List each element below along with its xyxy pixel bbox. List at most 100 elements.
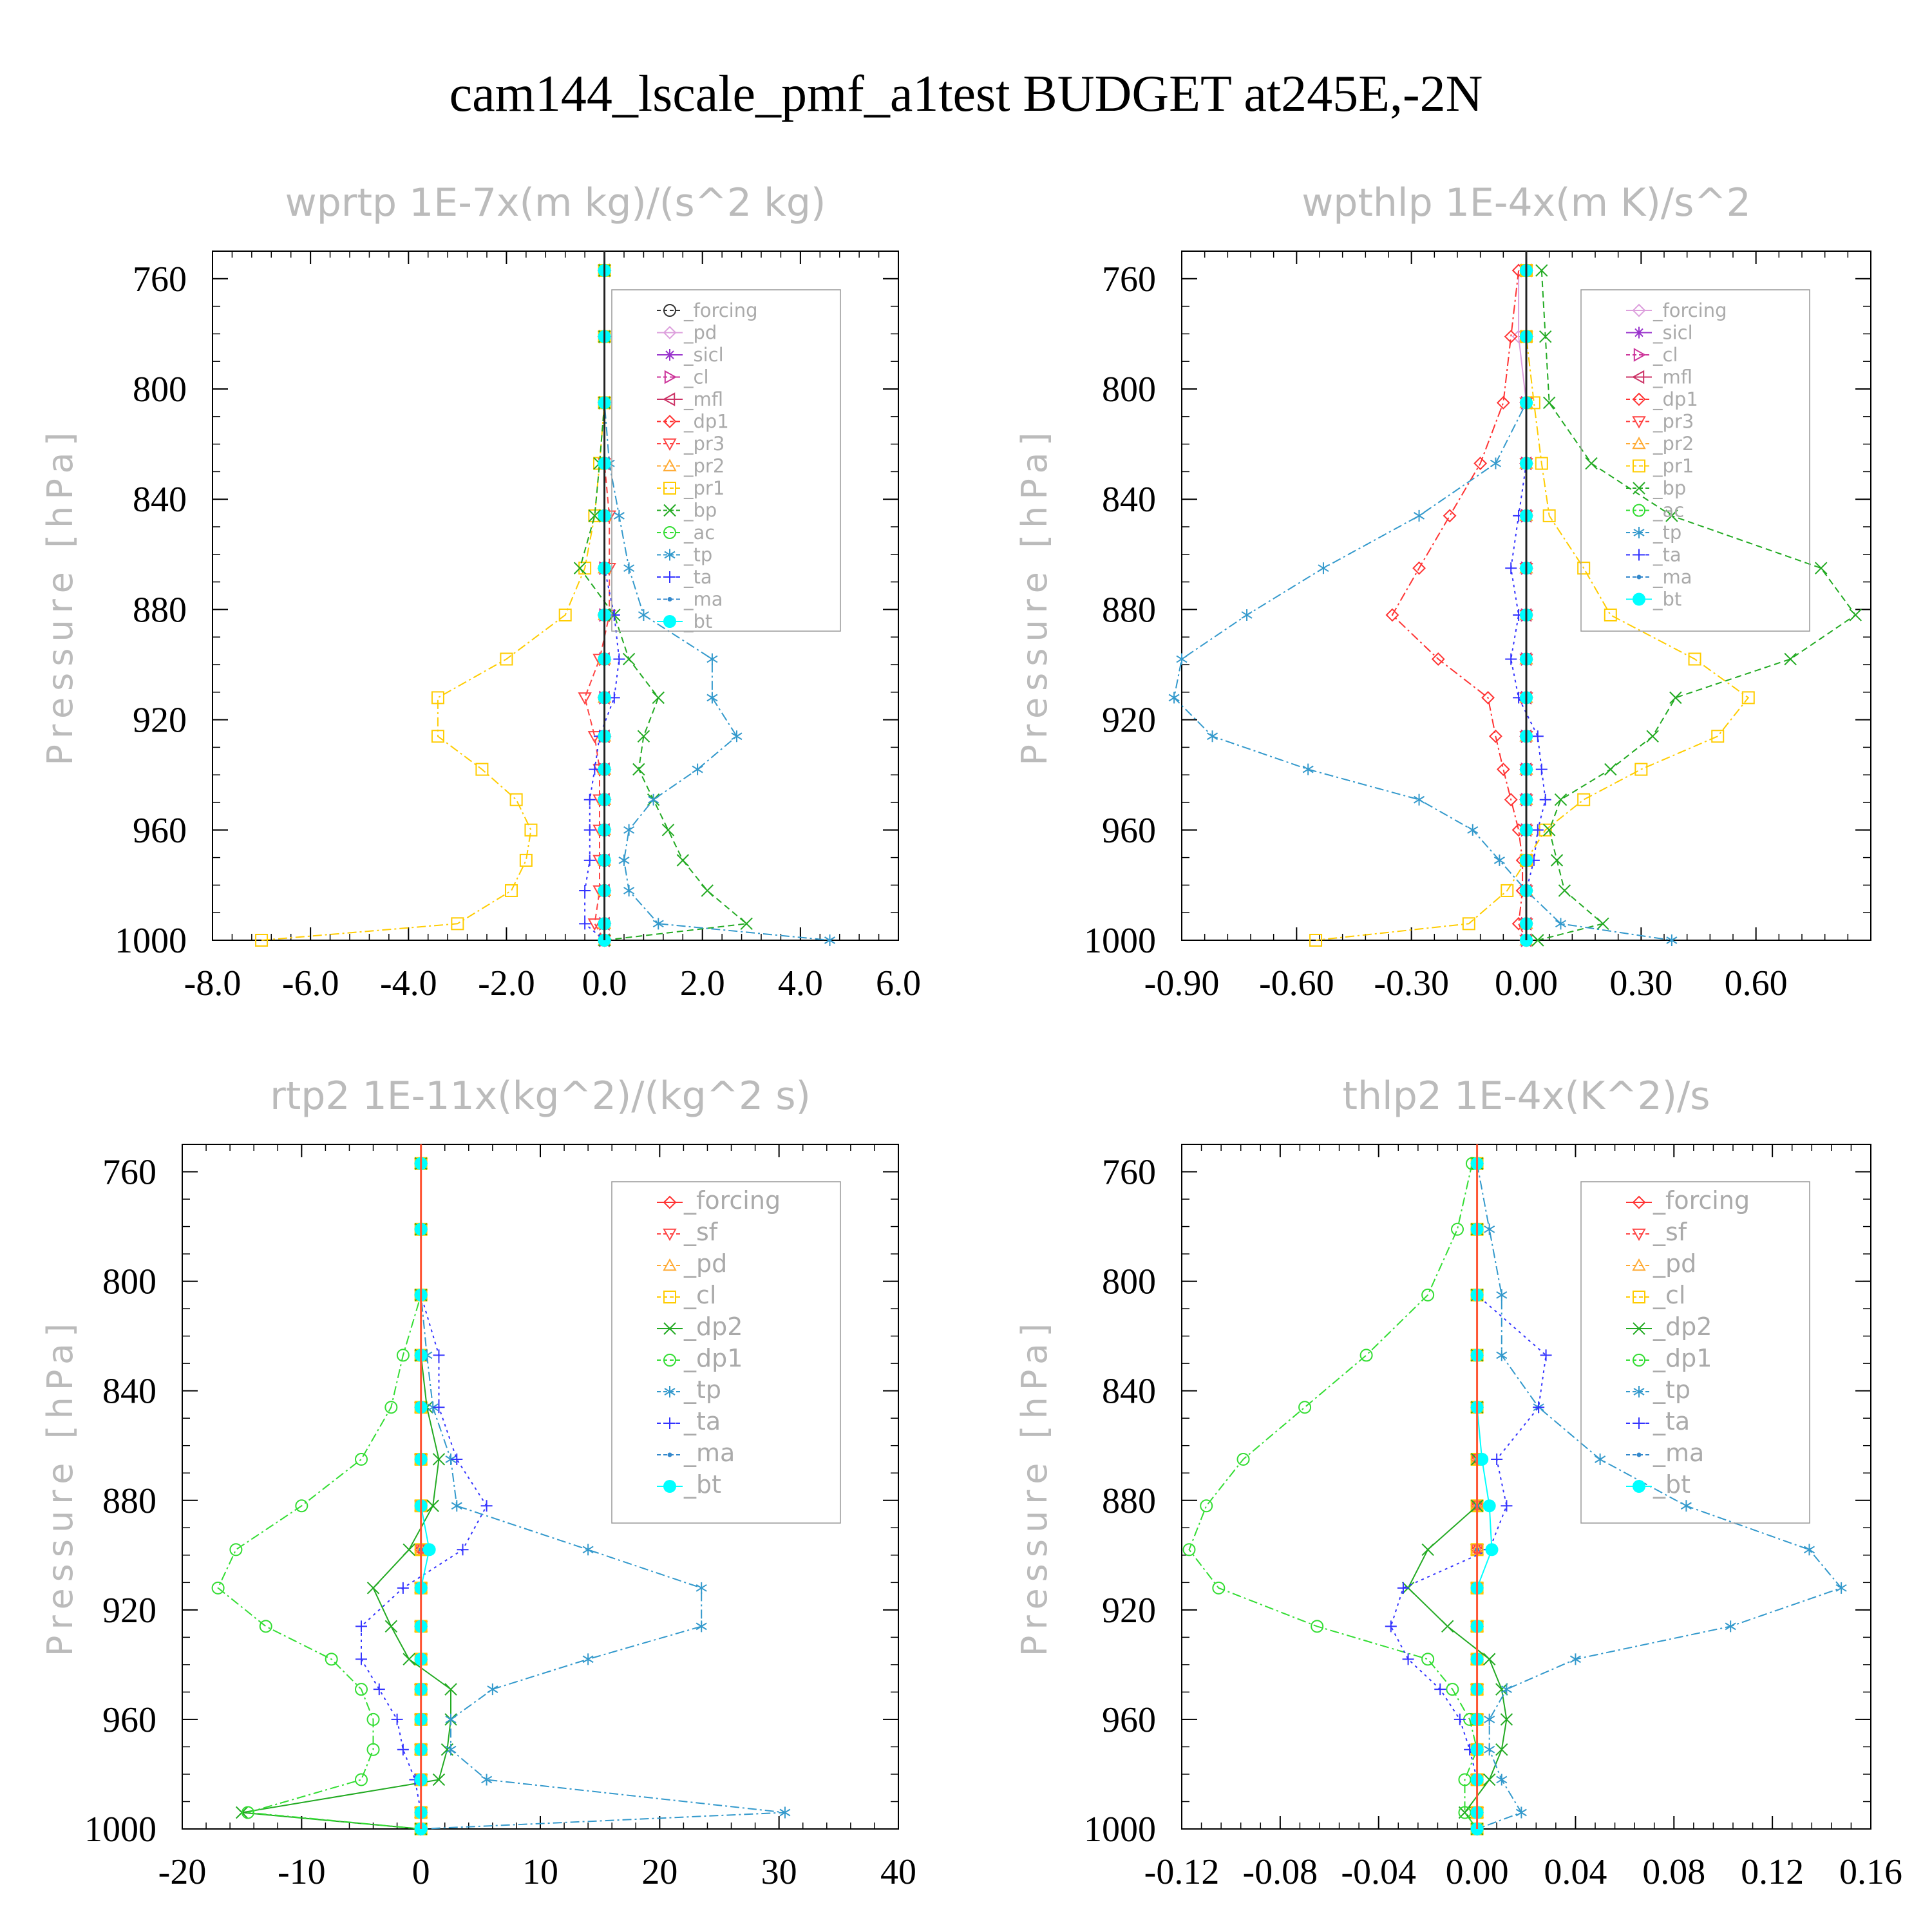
data-point <box>622 652 636 666</box>
legend-marker <box>663 304 676 317</box>
data-point <box>1318 562 1329 574</box>
x-tick-label: -0.08 <box>1243 1852 1318 1892</box>
legend-label: _dp1 <box>683 1344 743 1372</box>
data-point <box>1505 653 1517 665</box>
x-tick-label: 0.0 <box>582 963 627 1003</box>
y-tick-label: 760 <box>1102 1153 1156 1193</box>
legend-label: _ta <box>683 566 712 588</box>
y-tick-label: 840 <box>133 480 187 520</box>
data-point <box>445 1453 457 1465</box>
data-point <box>1385 608 1399 622</box>
legend-marker <box>1636 1452 1642 1457</box>
legend-marker <box>663 615 676 628</box>
data-point <box>1531 730 1544 743</box>
data-point <box>1539 793 1551 806</box>
data-point <box>706 692 718 704</box>
legend-box <box>611 289 841 632</box>
legend-marker <box>1633 1480 1645 1493</box>
data-point <box>824 934 836 946</box>
legend-marker <box>667 597 672 601</box>
legend-marker <box>1631 370 1645 384</box>
data-point <box>1540 1349 1552 1361</box>
series-line <box>1391 270 1527 941</box>
data-point <box>731 730 743 743</box>
legend-marker <box>663 1322 676 1335</box>
y-tick-label: 1000 <box>1084 1810 1156 1850</box>
data-point <box>1496 1289 1508 1301</box>
data-point <box>696 1620 707 1633</box>
data-point <box>740 917 753 931</box>
legend-label: _bt <box>683 611 712 632</box>
panels: wprtp 1E-7x(m kg)/(s^2 kg) Pressure [hPa]… <box>40 180 1902 1892</box>
data-point <box>638 609 649 621</box>
y-tick-label: 840 <box>1102 1372 1156 1412</box>
x-tick-label: -20 <box>158 1852 207 1892</box>
legend: _forcing _sf _pd _cl _dp2 _dp1 _tp _ta _ma _bt <box>611 1181 841 1524</box>
data-point <box>481 1774 493 1786</box>
data-point <box>1490 457 1501 469</box>
data-point <box>1596 917 1609 931</box>
data-point <box>578 692 592 705</box>
legend-label: _ma <box>683 589 723 611</box>
data-point <box>1412 561 1426 575</box>
data-point <box>1200 1499 1213 1513</box>
data-point <box>1496 762 1510 777</box>
data-point <box>579 884 591 896</box>
y-tick-label: 1000 <box>84 1810 156 1850</box>
legend-marker <box>663 459 677 471</box>
legend-marker <box>664 370 677 384</box>
legend-marker <box>1633 504 1645 517</box>
legend-marker <box>663 526 676 539</box>
data-point <box>1414 509 1425 522</box>
data-point <box>1168 692 1180 704</box>
legend-marker <box>1633 327 1645 339</box>
series-line <box>1188 1163 1478 1830</box>
data-point <box>241 1806 254 1819</box>
data-point <box>1711 730 1725 743</box>
data-point <box>1803 1544 1815 1556</box>
data-point <box>402 1653 415 1666</box>
data-point <box>1515 1806 1527 1819</box>
data-point <box>432 1773 446 1786</box>
legend-marker <box>1633 1417 1645 1429</box>
data-point <box>373 1683 385 1696</box>
data-point <box>632 762 645 776</box>
panel-3: rtp2 1E-11x(kg^2)/(kg^2 s) Pressure [hPa]… <box>40 1074 916 1892</box>
data-point <box>457 1544 469 1556</box>
series-dp1 <box>1385 263 1533 947</box>
data-point <box>583 824 596 836</box>
series-line <box>579 270 748 941</box>
data-point <box>451 1500 462 1512</box>
data-point <box>779 1806 791 1819</box>
data-point <box>1496 1774 1508 1786</box>
series-tp <box>415 1157 791 1835</box>
data-point <box>1569 1653 1581 1665</box>
y-axis-label: Pressure [hPa] <box>1014 426 1055 765</box>
data-point <box>1555 918 1567 930</box>
data-point <box>397 1582 409 1594</box>
series-pr1 <box>255 263 611 947</box>
x-tick-label: 4.0 <box>778 963 823 1003</box>
series-bt <box>1470 1157 1499 1835</box>
legend-marker <box>664 1417 676 1429</box>
data-point <box>1604 608 1617 621</box>
x-tick-label: 10 <box>522 1852 558 1892</box>
legend-marker <box>1632 303 1646 317</box>
series-line <box>217 1163 422 1830</box>
panel-2: wpthlp 1E-4x(m K)/s^2 Pressure [hPa] -0.90… <box>1014 180 1871 1003</box>
legend-label: _sicl <box>683 344 724 366</box>
data-point <box>505 884 518 897</box>
data-point <box>1241 609 1253 621</box>
legend-label: _tp <box>683 544 712 566</box>
data-point <box>444 1683 457 1696</box>
data-point <box>1539 330 1552 343</box>
legend-label: _pr3 <box>1653 411 1694 433</box>
data-point <box>500 652 513 666</box>
data-point <box>1484 1223 1495 1235</box>
series-pr3 <box>578 265 616 948</box>
data-point <box>1481 690 1495 705</box>
panel-4: thlp2 1E-4x(K^2)/s Pressure [hPa] -0.12 -0.… <box>1014 1074 1902 1892</box>
data-point <box>648 793 659 806</box>
data-point <box>422 1543 436 1557</box>
legend-label: _dp1 <box>683 411 729 433</box>
